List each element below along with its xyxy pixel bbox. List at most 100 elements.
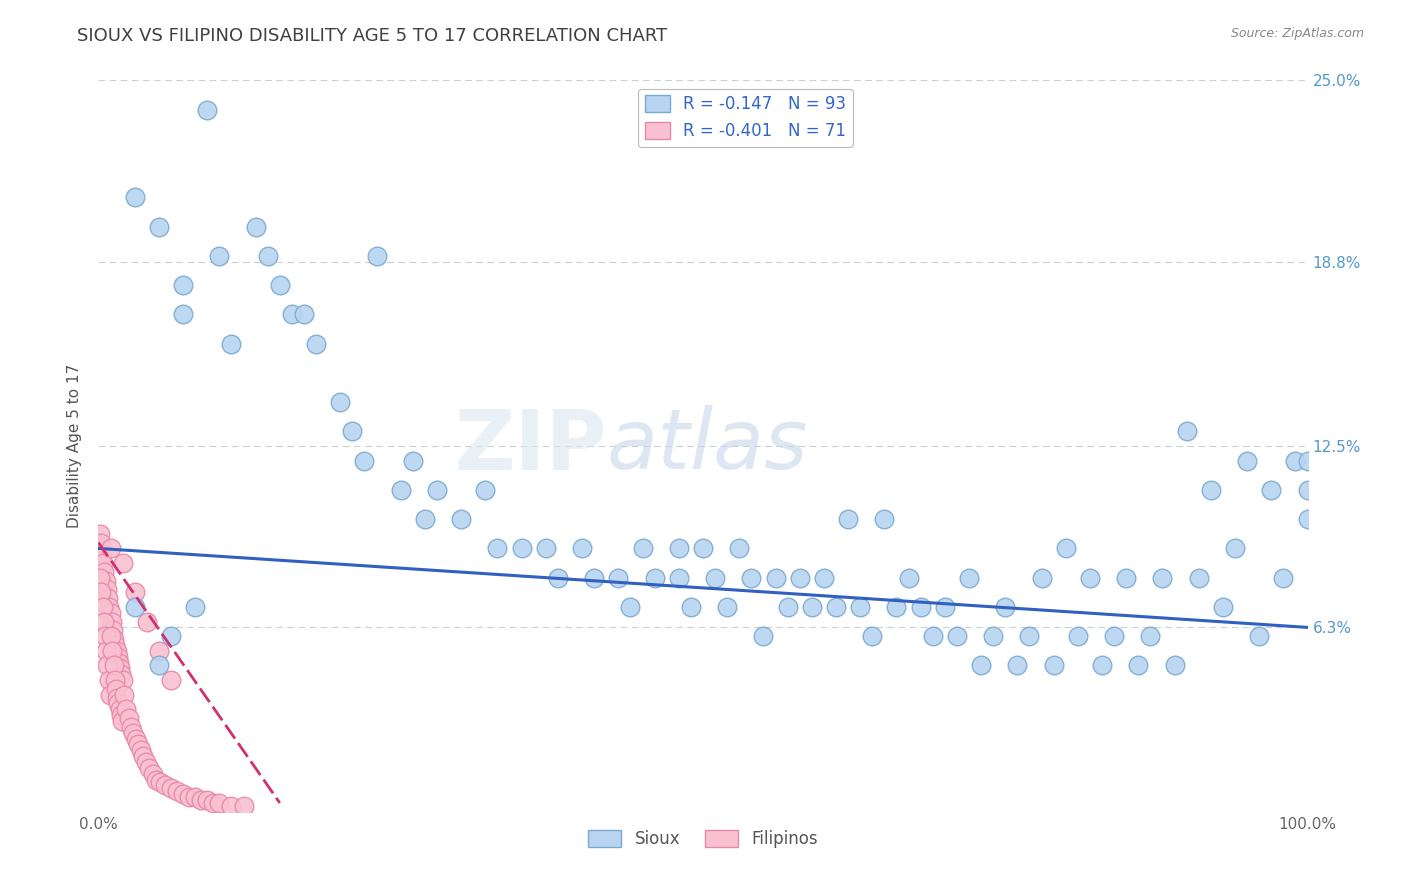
Text: ZIP: ZIP [454, 406, 606, 486]
Point [752, 629, 775, 643]
Point [202, 796, 225, 810]
Point [1128, 658, 1150, 673]
Point [104, 681, 127, 696]
Point [1163, 658, 1185, 673]
Point [704, 571, 727, 585]
Point [145, 772, 167, 787]
Point [115, 702, 138, 716]
Point [122, 725, 145, 739]
Point [91, 547, 114, 561]
Point [124, 585, 146, 599]
Point [1296, 512, 1319, 526]
Point [97, 591, 120, 606]
Point [96, 658, 118, 673]
Point [89, 526, 111, 541]
Point [221, 798, 243, 813]
Point [108, 656, 131, 670]
Point [1188, 571, 1211, 585]
Point [692, 541, 714, 556]
Point [426, 483, 449, 497]
Point [886, 599, 908, 614]
Point [1152, 571, 1174, 585]
Point [91, 599, 114, 614]
Point [679, 599, 702, 614]
Point [221, 336, 243, 351]
Point [110, 667, 132, 681]
Point [148, 219, 170, 234]
Point [132, 749, 155, 764]
Point [208, 796, 231, 810]
Text: atlas: atlas [606, 406, 808, 486]
Point [970, 658, 993, 673]
Point [172, 278, 194, 293]
Point [129, 743, 152, 757]
Point [148, 658, 170, 673]
Point [1296, 453, 1319, 467]
Point [1139, 629, 1161, 643]
Point [353, 453, 375, 467]
Point [994, 599, 1017, 614]
Point [534, 541, 557, 556]
Point [89, 571, 111, 585]
Point [179, 790, 201, 805]
Legend: Sioux, Filipinos: Sioux, Filipinos [581, 823, 825, 855]
Point [486, 541, 509, 556]
Point [153, 778, 176, 792]
Point [172, 307, 194, 321]
Point [96, 582, 118, 597]
Point [104, 638, 127, 652]
Point [668, 571, 690, 585]
Point [668, 541, 690, 556]
Point [90, 585, 112, 599]
Point [934, 599, 956, 614]
Point [135, 615, 157, 629]
Point [127, 738, 149, 752]
Point [789, 571, 811, 585]
Point [860, 629, 883, 643]
Point [1102, 629, 1125, 643]
Point [108, 702, 131, 716]
Point [100, 541, 122, 556]
Point [112, 688, 135, 702]
Point [1284, 453, 1306, 467]
Point [172, 787, 194, 801]
Point [921, 629, 943, 643]
Point [90, 535, 112, 549]
Point [100, 615, 122, 629]
Point [107, 649, 129, 664]
Point [292, 307, 315, 321]
Point [1115, 571, 1137, 585]
Point [776, 599, 799, 614]
Point [389, 483, 412, 497]
Point [111, 673, 134, 687]
Point [160, 673, 183, 687]
Point [208, 249, 231, 263]
Point [94, 574, 117, 588]
Point [256, 249, 278, 263]
Point [800, 599, 823, 614]
Point [1296, 483, 1319, 497]
Point [765, 571, 787, 585]
Point [94, 629, 117, 643]
Point [910, 599, 932, 614]
Point [946, 629, 969, 643]
Point [342, 425, 364, 439]
Point [716, 599, 738, 614]
Point [111, 556, 134, 570]
Point [1031, 571, 1053, 585]
Point [619, 599, 641, 614]
Point [124, 599, 146, 614]
Point [135, 755, 157, 769]
Point [329, 395, 352, 409]
Point [184, 599, 207, 614]
Point [837, 512, 859, 526]
Point [897, 571, 920, 585]
Point [402, 453, 425, 467]
Point [981, 629, 1004, 643]
Point [101, 644, 124, 658]
Point [607, 571, 630, 585]
Point [148, 644, 170, 658]
Point [98, 688, 121, 702]
Point [108, 661, 131, 675]
Point [957, 571, 980, 585]
